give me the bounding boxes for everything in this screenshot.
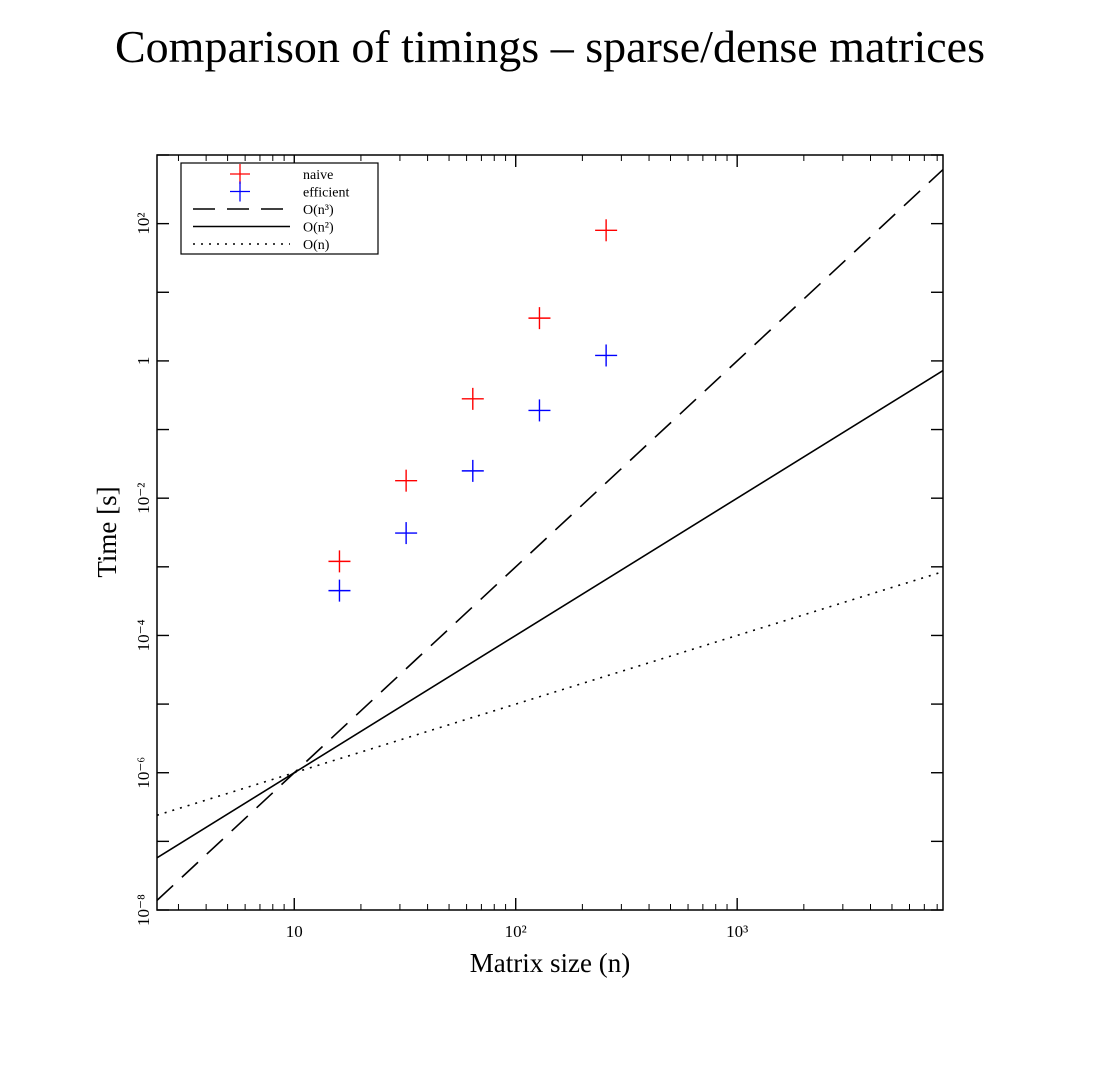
- legend-entry: O(n): [193, 238, 330, 253]
- legend-entry: naive: [230, 164, 333, 184]
- x-axis-label: Matrix size (n): [470, 948, 630, 978]
- x-tick-label: 10²: [505, 922, 527, 941]
- y-tick-label: 10⁻²: [134, 483, 153, 514]
- legend-label: O(n³): [303, 203, 334, 218]
- reference-line-dashed: [157, 168, 943, 901]
- y-axis-label: Time [s]: [92, 486, 122, 577]
- legend-entry: O(n³): [193, 203, 334, 218]
- x-tick-label: 10: [286, 922, 303, 941]
- reference-line-dotted: [157, 570, 943, 817]
- y-tick-label: 1: [134, 357, 153, 366]
- data-point-naive: [328, 550, 351, 573]
- x-tick-label: 10³: [726, 922, 748, 941]
- plot-frame: [156, 154, 944, 911]
- data-point-efficient: [328, 579, 351, 602]
- legend: naive efficient O(n³) O(n²) O(n): [180, 162, 379, 255]
- data-point-efficient: [528, 399, 551, 422]
- legend-label: naive: [303, 168, 333, 183]
- legend-label: O(n): [303, 238, 330, 253]
- data-point-naive: [461, 387, 484, 410]
- y-tick-label: 10²: [134, 213, 153, 235]
- legend-label: O(n²): [303, 221, 334, 236]
- plot-content: [157, 168, 943, 901]
- reference-line-solid: [157, 369, 943, 859]
- y-tick-label: 10⁻⁸: [134, 894, 153, 926]
- data-point-naive: [395, 469, 418, 492]
- data-point-naive: [528, 307, 551, 330]
- data-point-efficient: [395, 522, 418, 545]
- legend-entry: O(n²): [193, 221, 334, 236]
- data-point-efficient: [461, 459, 484, 482]
- axis-ticks: 10 10² 10³ 10⁻⁸ 10⁻⁶ 10⁻⁴ 10⁻² 1 10²: [134, 154, 943, 941]
- chart-title: Comparison of timings – sparse/dense mat…: [115, 21, 985, 72]
- data-point-efficient: [595, 344, 618, 367]
- legend-label: efficient: [303, 186, 349, 201]
- y-tick-label: 10⁻⁶: [134, 757, 153, 789]
- legend-entry: efficient: [230, 181, 349, 202]
- data-point-naive: [595, 219, 618, 242]
- y-tick-label: 10⁻⁴: [134, 619, 153, 651]
